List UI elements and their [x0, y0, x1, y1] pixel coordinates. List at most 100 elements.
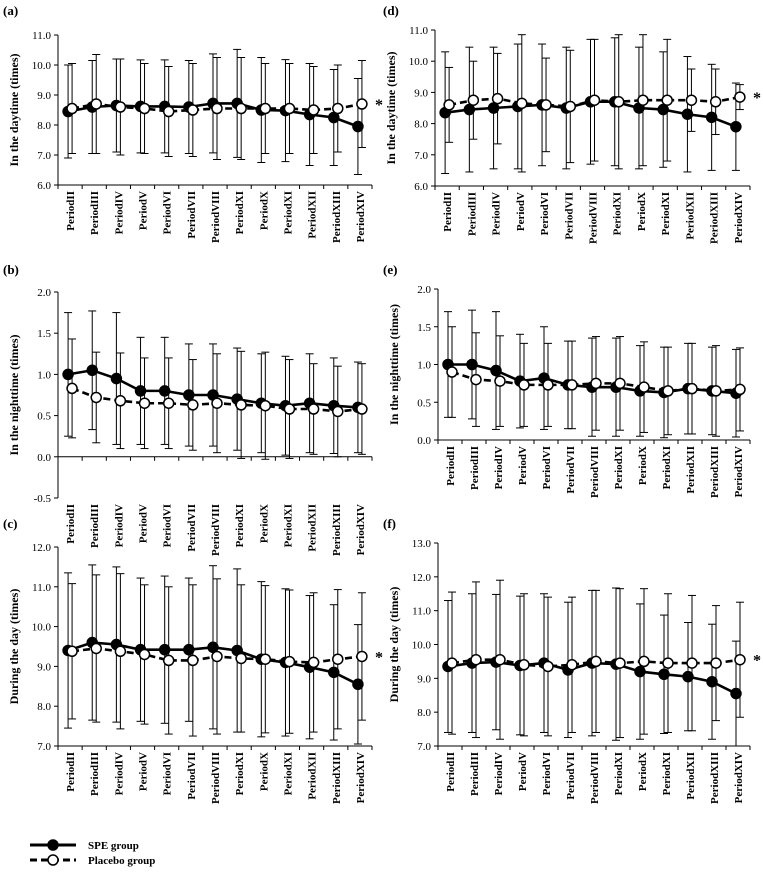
- y-tick-label: 7.0: [417, 741, 431, 753]
- data-point-spe: [158, 643, 171, 656]
- y-tick-label: 6.0: [37, 180, 51, 192]
- y-tick-label: 8.0: [417, 707, 431, 719]
- x-tick-label: PeriodIII: [89, 752, 101, 796]
- data-point-placebo: [283, 655, 296, 668]
- data-point-placebo: [138, 648, 151, 661]
- y-tick-label: 2.0: [37, 287, 51, 299]
- y-tick-label: 7.0: [37, 741, 51, 753]
- data-point-placebo: [518, 659, 530, 671]
- x-tick-label: PeriodXIII: [331, 504, 343, 556]
- data-point-spe: [490, 364, 502, 377]
- data-point-spe: [682, 670, 694, 683]
- data-point-spe: [352, 678, 364, 691]
- x-tick-label: PeriodVII: [563, 192, 575, 240]
- panel-label: (b): [3, 262, 19, 277]
- data-point-placebo: [685, 94, 698, 106]
- y-tick-label: 9.0: [37, 90, 51, 102]
- data-point-placebo: [686, 657, 698, 669]
- x-tick-label: PeriodXII: [685, 752, 697, 800]
- y-tick-label: 9.0: [414, 87, 428, 99]
- x-tick-label: PeriodIII: [469, 446, 481, 490]
- data-point-spe: [487, 102, 500, 114]
- chart-panel: (b) -0.5 0.0 0.5 1.0 1.5 2.0 PeriodII PeriodIII P…: [3, 262, 373, 556]
- data-point-placebo: [90, 391, 102, 404]
- x-tick-label: PeriodIV: [113, 504, 125, 547]
- x-tick-label: PeriodVII: [186, 504, 198, 552]
- x-tick-label: PeriodX: [637, 446, 649, 485]
- x-tick-label: PeriodXIII: [709, 446, 721, 498]
- y-tick-label: 9.0: [417, 673, 431, 685]
- chart-panel: (a) 6.0 7.0 8.0 9.0 10.0 11.0 PeriodII PeriodIII…: [3, 3, 383, 243]
- data-point-placebo: [138, 397, 151, 409]
- legend-spe-label: SPE group: [88, 840, 139, 852]
- x-tick-label: PeriodVIII: [589, 446, 601, 498]
- data-point-spe: [681, 108, 694, 120]
- data-point-spe: [62, 368, 74, 381]
- x-tick-label: PeriodV: [138, 752, 150, 791]
- data-point-placebo: [211, 397, 223, 409]
- panel-label: (c): [3, 516, 17, 531]
- x-tick-label: PeriodXI: [234, 504, 246, 547]
- x-tick-label: PeriodXI: [613, 752, 625, 795]
- y-tick-label: 1.0: [417, 360, 431, 372]
- y-tick-label: 6.0: [414, 181, 428, 193]
- y-tick-label: 11.0: [32, 582, 51, 594]
- x-tick-label: PeriodX: [258, 752, 270, 791]
- x-tick-label: PeriodII: [445, 752, 457, 792]
- x-tick-label: PeriodXII: [307, 752, 319, 800]
- panel-label: (d): [383, 3, 399, 18]
- data-point-placebo: [332, 653, 344, 665]
- data-point-placebo: [612, 96, 625, 108]
- x-tick-label: PeriodVIII: [589, 752, 601, 804]
- y-tick-label: 11.0: [32, 30, 51, 42]
- x-tick-label: PeriodXIV: [733, 192, 745, 243]
- x-tick-label: PeriodXIV: [355, 504, 367, 555]
- y-axis-label: In the nighttime (times): [387, 304, 401, 425]
- data-point-placebo: [235, 399, 247, 411]
- data-point-placebo: [66, 645, 78, 658]
- y-tick-label: 10.0: [32, 622, 52, 634]
- y-tick-label: 10.0: [412, 640, 432, 652]
- y-tick-label: 1.0: [37, 369, 51, 381]
- chart-panel: (e) 0.0 0.5 1.0 1.5 2.0 PeriodII PeriodIII Perio…: [383, 262, 751, 498]
- y-tick-label: -0.5: [34, 493, 52, 505]
- x-tick-label: PeriodVI: [541, 446, 553, 489]
- panel-label: (a): [3, 3, 18, 18]
- data-point-spe: [86, 364, 98, 377]
- data-point-placebo: [614, 657, 626, 669]
- x-tick-label: PeriodVII: [565, 752, 577, 800]
- x-tick-label: PeriodIV: [493, 446, 505, 489]
- y-tick-label: 10.0: [32, 60, 52, 72]
- x-tick-label: PeriodII: [65, 504, 77, 544]
- x-tick-label: PeriodVII: [186, 752, 198, 800]
- x-tick-label: PeriodV: [138, 191, 150, 230]
- panel-label: (f): [383, 516, 396, 531]
- data-point-placebo: [734, 383, 746, 396]
- x-tick-label: PeriodXI: [660, 192, 672, 235]
- y-axis-label: In the daytime (times): [7, 54, 21, 167]
- x-tick-label: PeriodVII: [186, 191, 198, 239]
- y-tick-label: 7.0: [37, 150, 51, 162]
- data-point-spe: [657, 103, 669, 116]
- chart-panel: (c) 7.0 8.0 9.0 10.0 11.0 12.0 PeriodII PeriodII…: [3, 516, 383, 804]
- x-tick-label: PeriodX: [258, 504, 270, 543]
- data-point-placebo: [235, 652, 247, 665]
- x-tick-label: PeriodVIII: [210, 752, 222, 804]
- data-point-placebo: [114, 645, 127, 658]
- data-point-placebo: [138, 102, 151, 115]
- data-point-placebo: [470, 653, 482, 666]
- x-tick-label: PeriodXI: [282, 752, 294, 795]
- data-point-placebo: [259, 399, 272, 412]
- data-point-placebo: [66, 382, 78, 395]
- data-point-placebo: [588, 94, 601, 106]
- data-point-spe: [207, 641, 219, 654]
- data-point-placebo: [332, 102, 344, 115]
- data-point-placebo: [162, 397, 175, 409]
- data-point-placebo: [590, 377, 602, 390]
- data-point-spe: [134, 385, 147, 397]
- x-tick-label: PeriodXI: [613, 446, 625, 489]
- chart-panel: (d) 6.0 7.0 8.0 9.0 10.0 11.0 PeriodII PeriodIII…: [383, 3, 761, 244]
- data-point-placebo: [566, 659, 578, 671]
- x-tick-label: PeriodVIII: [210, 191, 222, 243]
